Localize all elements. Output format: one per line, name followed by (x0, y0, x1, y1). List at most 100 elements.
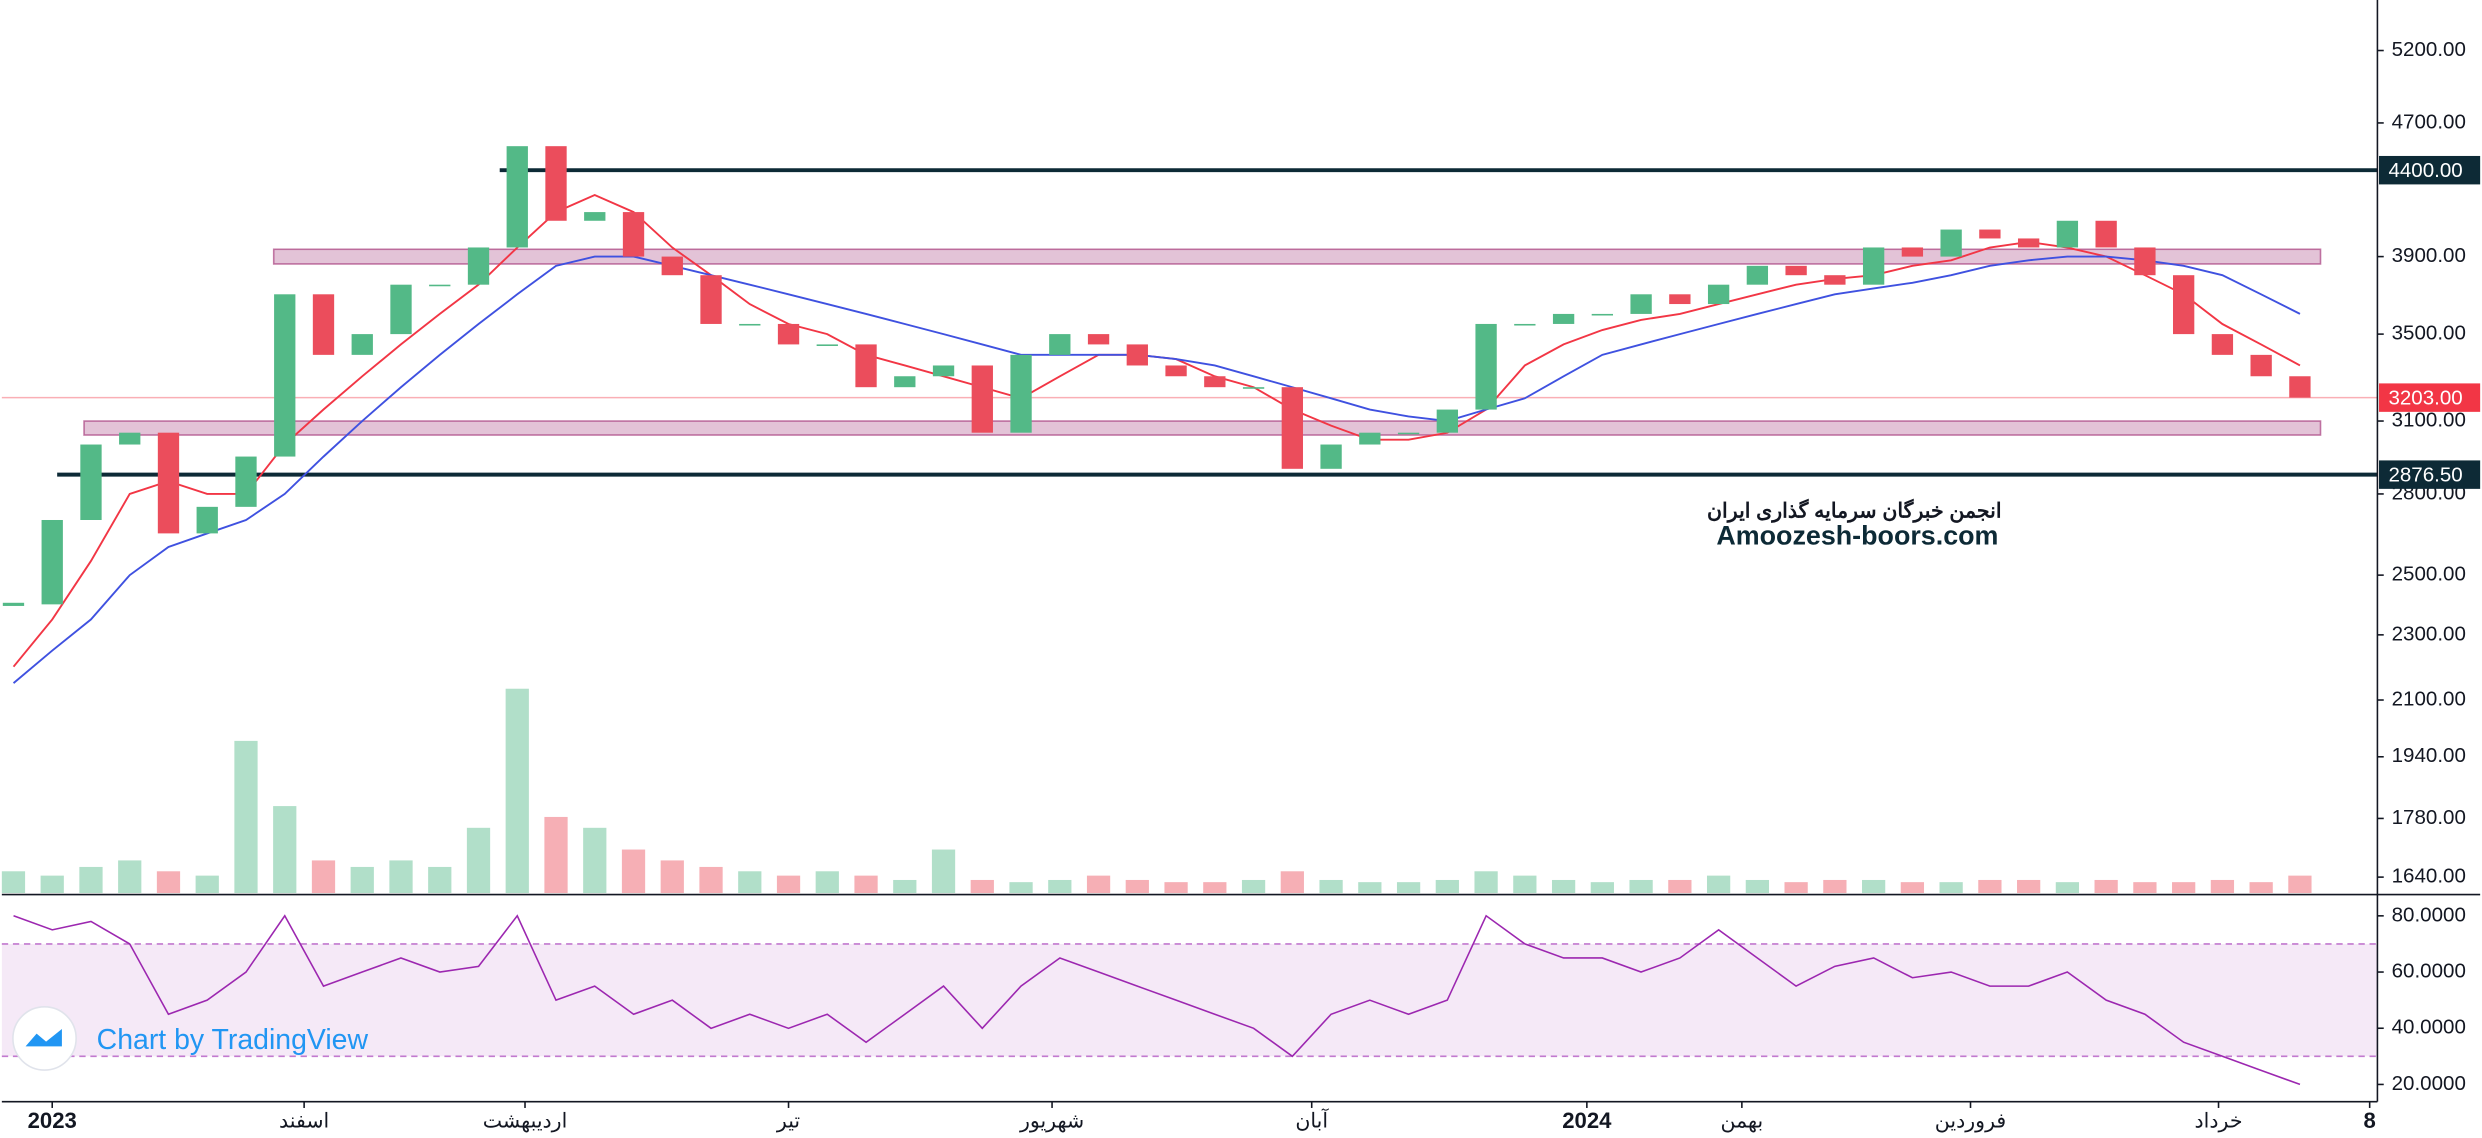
candle-body (1862, 247, 1885, 285)
candle-body (1436, 409, 1458, 433)
support-resistance-zone (272, 248, 2322, 265)
rsi-tick-label: 40.0000 (2392, 1016, 2466, 1039)
y-tick-label: 3500.00 (2392, 322, 2466, 345)
candle-body (1281, 387, 1303, 469)
volume-bar (1900, 882, 1925, 894)
candle-body (351, 334, 373, 355)
volume-bar (815, 871, 839, 894)
volume-bar (156, 871, 181, 894)
volume-bar (699, 866, 723, 894)
volume-bar (389, 860, 413, 894)
candle-body (894, 376, 916, 388)
volume-bar (776, 875, 801, 894)
candle-body (1552, 313, 1575, 324)
candle-body (932, 365, 955, 377)
x-tick-label: اسفند (279, 1110, 329, 1133)
candle-body (467, 247, 490, 285)
rsi-band (1, 943, 2378, 1057)
candle-body (41, 519, 63, 605)
volume-bar (1319, 879, 1343, 894)
volume-bar (1241, 879, 1266, 894)
volume-bar (234, 740, 258, 894)
volume-bar (583, 827, 607, 894)
volume-bar (1745, 879, 1769, 894)
watermark-site: Amoozesh-boors.com (1716, 520, 1998, 550)
volume-bar (2172, 882, 2196, 894)
y-tick-label: 2100.00 (2392, 687, 2466, 710)
x-tick-label: بهمن (1721, 1110, 1764, 1134)
rsi-tick-label: 60.0000 (2392, 959, 2466, 982)
volume-bar (40, 875, 64, 894)
candle-body (855, 344, 877, 388)
y-tick-label: 4700.00 (2392, 110, 2466, 133)
volume-bar (1358, 882, 1382, 894)
candle-body (312, 294, 335, 355)
candle-body (506, 146, 528, 248)
candle-body (1049, 334, 1071, 355)
volume-bar (931, 849, 956, 894)
candle-body (1901, 247, 1924, 257)
candle-body (2211, 334, 2234, 355)
volume-bar (1203, 882, 1227, 894)
volume-bar (1784, 882, 1808, 894)
candle-body (2, 602, 25, 606)
candle-body (1204, 376, 1226, 388)
candle-body (274, 294, 296, 457)
candle-body (2056, 220, 2079, 248)
rsi-tick-label: 20.0000 (2392, 1072, 2466, 1095)
volume-bar (350, 866, 374, 894)
price-label-bg (2379, 155, 2481, 185)
candle-body (1824, 275, 1846, 285)
x-tick-label: خرداد (2195, 1110, 2243, 1134)
x-tick-label: 8 (2364, 1108, 2376, 1133)
volume-bar (544, 816, 568, 894)
volume-bar (1086, 875, 1111, 894)
volume-bar (1513, 875, 1537, 894)
candle-body (1707, 284, 1730, 305)
candle-body (1979, 229, 2001, 239)
candle-body (1940, 229, 1962, 257)
candle-body (1591, 313, 1614, 316)
support-resistance-zone (83, 420, 2322, 436)
volume-bar (1396, 882, 1421, 894)
candle-body (1087, 334, 1110, 345)
candle-body (1242, 387, 1265, 389)
volume-bar (311, 860, 336, 894)
candle-body (1010, 354, 1032, 433)
candle-body (1669, 294, 1691, 305)
price-label: 4400.00 (2388, 159, 2462, 182)
y-tick-label: 2500.00 (2392, 563, 2466, 586)
candle-body (661, 256, 683, 276)
y-tick-label: 2300.00 (2392, 622, 2466, 645)
y-tick-label: 3900.00 (2392, 244, 2466, 267)
candle-body (2172, 275, 2195, 335)
watermark-title: انجمن خبرگان سرمایه گذاری ایران (1707, 498, 2002, 524)
x-tick-label: آبان (1295, 1107, 1329, 1133)
volume-bar (1629, 879, 1653, 894)
volume-bar (1978, 879, 2002, 894)
candle-body (390, 284, 412, 335)
volume-bar (195, 875, 219, 894)
candle-body (1475, 323, 1497, 410)
candle-body (2017, 238, 2040, 248)
volume-bar (893, 879, 917, 894)
branding-text[interactable]: Chart by TradingView (97, 1024, 369, 1056)
volume-bar (970, 879, 994, 894)
x-tick-label: 2023 (28, 1108, 77, 1133)
y-tick-label: 3100.00 (2392, 408, 2466, 431)
candle-body (1630, 294, 1652, 314)
branding-logo[interactable] (12, 1006, 77, 1071)
volume-bar (738, 871, 762, 894)
candle-body (622, 212, 645, 257)
volume-bar (1590, 882, 1614, 894)
y-tick-label: 1640.00 (2392, 865, 2466, 888)
plot-layer: 5200.004700.003900.003500.003100.002800.… (1, 38, 2481, 1134)
volume-bar (660, 860, 684, 894)
candle-body (1320, 444, 1342, 469)
x-tick-label: اردیبهشت (483, 1110, 568, 1134)
candle-body (584, 212, 606, 221)
candle-body (2134, 247, 2156, 276)
candle-body (196, 506, 218, 534)
candle-body (1359, 432, 1381, 445)
